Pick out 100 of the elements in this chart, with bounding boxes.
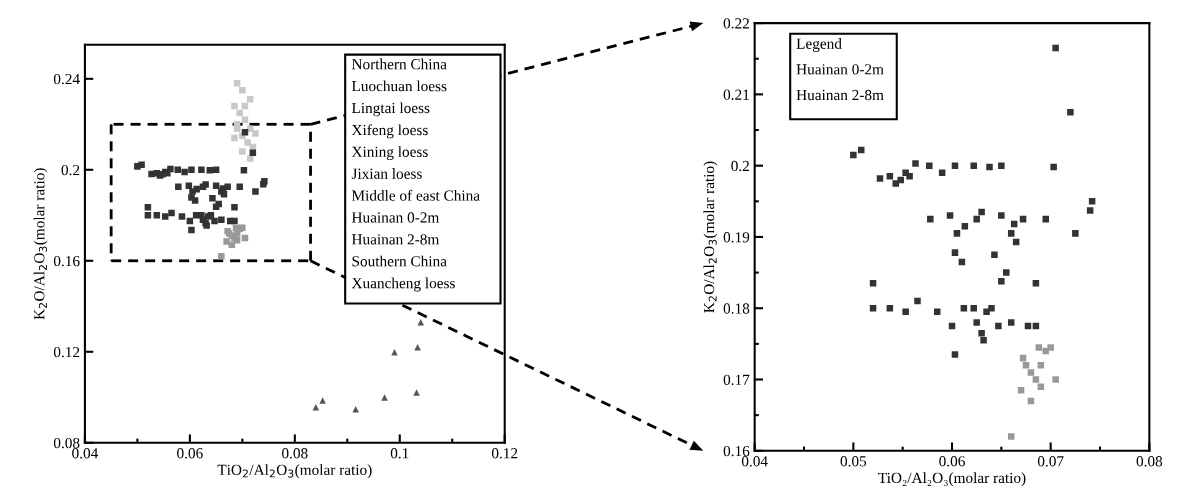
point bbox=[188, 194, 195, 201]
point bbox=[233, 80, 241, 87]
point bbox=[246, 155, 254, 162]
point bbox=[973, 215, 980, 223]
point bbox=[209, 194, 216, 202]
point bbox=[1067, 108, 1074, 116]
point bbox=[413, 389, 420, 396]
point bbox=[218, 216, 225, 224]
point bbox=[1050, 163, 1057, 171]
annotation: Xuancheng loess bbox=[351, 277, 455, 292]
point bbox=[224, 183, 231, 191]
y-tick-label: 0.12 bbox=[53, 346, 80, 358]
point bbox=[988, 304, 995, 312]
point bbox=[978, 329, 985, 337]
point bbox=[239, 148, 246, 155]
x-tick-label: 0.08 bbox=[282, 448, 308, 459]
point bbox=[312, 404, 320, 411]
point bbox=[951, 162, 959, 169]
point bbox=[236, 183, 243, 191]
point bbox=[1007, 230, 1015, 237]
point bbox=[167, 165, 174, 173]
point bbox=[252, 188, 259, 195]
point bbox=[995, 322, 1002, 330]
point bbox=[231, 134, 238, 142]
annotation: Huainan 2-8m bbox=[796, 89, 884, 101]
point bbox=[417, 318, 425, 326]
annotation: Xifeng loess bbox=[351, 124, 428, 139]
point bbox=[1052, 44, 1059, 52]
point bbox=[231, 204, 238, 211]
point bbox=[978, 208, 985, 216]
point bbox=[319, 397, 326, 404]
point bbox=[850, 151, 857, 159]
point bbox=[241, 116, 249, 123]
point bbox=[138, 161, 145, 169]
annotation: Jixian loess bbox=[351, 168, 422, 179]
point bbox=[239, 86, 246, 94]
point bbox=[876, 175, 884, 182]
point bbox=[1037, 362, 1045, 369]
y-axis-title: K$_{2}$O/Al$_{2}$O$_{3}$(molar ratio) bbox=[703, 161, 718, 313]
point bbox=[902, 308, 909, 316]
y-tick-label: 0.18 bbox=[723, 303, 750, 314]
point bbox=[1072, 230, 1079, 237]
annotation: Northern China bbox=[351, 58, 447, 70]
point bbox=[231, 102, 238, 110]
point bbox=[181, 168, 188, 176]
point bbox=[178, 213, 186, 220]
point bbox=[198, 166, 205, 174]
point bbox=[912, 160, 919, 167]
point bbox=[175, 183, 182, 191]
y-tick-label: 0.24 bbox=[53, 73, 80, 85]
point bbox=[188, 166, 195, 174]
point bbox=[991, 251, 998, 259]
point bbox=[869, 280, 877, 287]
y-tick-label: 0.19 bbox=[723, 232, 750, 243]
point bbox=[144, 212, 152, 219]
point bbox=[1047, 344, 1054, 351]
point bbox=[211, 217, 218, 225]
annotation: Xining loess bbox=[351, 146, 428, 161]
point bbox=[998, 277, 1005, 285]
point bbox=[218, 252, 225, 260]
point bbox=[926, 162, 933, 169]
annotation: Huainan 2-8m bbox=[351, 234, 440, 245]
point bbox=[185, 182, 193, 189]
point bbox=[223, 238, 230, 245]
annotation: Southern China bbox=[352, 255, 447, 267]
x-tick-label: 0.04 bbox=[741, 456, 768, 467]
y-axis-title: K$_{2}$O/Al$_{2}$O$_{3}$(molar ratio) bbox=[33, 168, 48, 320]
y-tick-label: 0.17 bbox=[723, 374, 750, 386]
y-tick-label: 0.21 bbox=[723, 89, 749, 100]
annotation: Lingtai loess bbox=[351, 102, 430, 117]
point bbox=[144, 204, 152, 211]
x-tick-label: 0.12 bbox=[491, 448, 518, 459]
x-tick-label: 0.1 bbox=[390, 448, 409, 459]
annotation: Middle of east China bbox=[351, 189, 480, 201]
x-tick-label: 0.07 bbox=[1037, 456, 1064, 467]
point bbox=[189, 188, 196, 195]
point bbox=[1007, 433, 1015, 440]
y-tick-label: 0.08 bbox=[53, 437, 80, 449]
point bbox=[1032, 376, 1040, 383]
y-tick-label: 0.2 bbox=[731, 160, 749, 172]
point bbox=[1088, 198, 1096, 205]
point bbox=[1042, 215, 1050, 223]
point bbox=[1037, 383, 1045, 390]
point bbox=[998, 212, 1005, 219]
annotation: Legend bbox=[796, 38, 842, 52]
point bbox=[161, 213, 169, 220]
y-tick-label: 0.16 bbox=[53, 255, 80, 267]
point bbox=[951, 351, 959, 358]
point bbox=[244, 139, 251, 146]
x-tick-label: 0.04 bbox=[72, 448, 99, 459]
point bbox=[381, 394, 388, 401]
point bbox=[953, 230, 961, 237]
x-tick-label: 0.08 bbox=[1136, 456, 1163, 467]
point bbox=[212, 182, 220, 189]
point bbox=[914, 297, 921, 305]
point bbox=[252, 130, 259, 137]
point bbox=[980, 337, 987, 344]
point bbox=[970, 162, 977, 169]
point bbox=[951, 249, 959, 256]
x-axis-title: TiO$_{2}$/Al$_{2}$O$_{3}$(molar ratio) bbox=[217, 464, 372, 479]
